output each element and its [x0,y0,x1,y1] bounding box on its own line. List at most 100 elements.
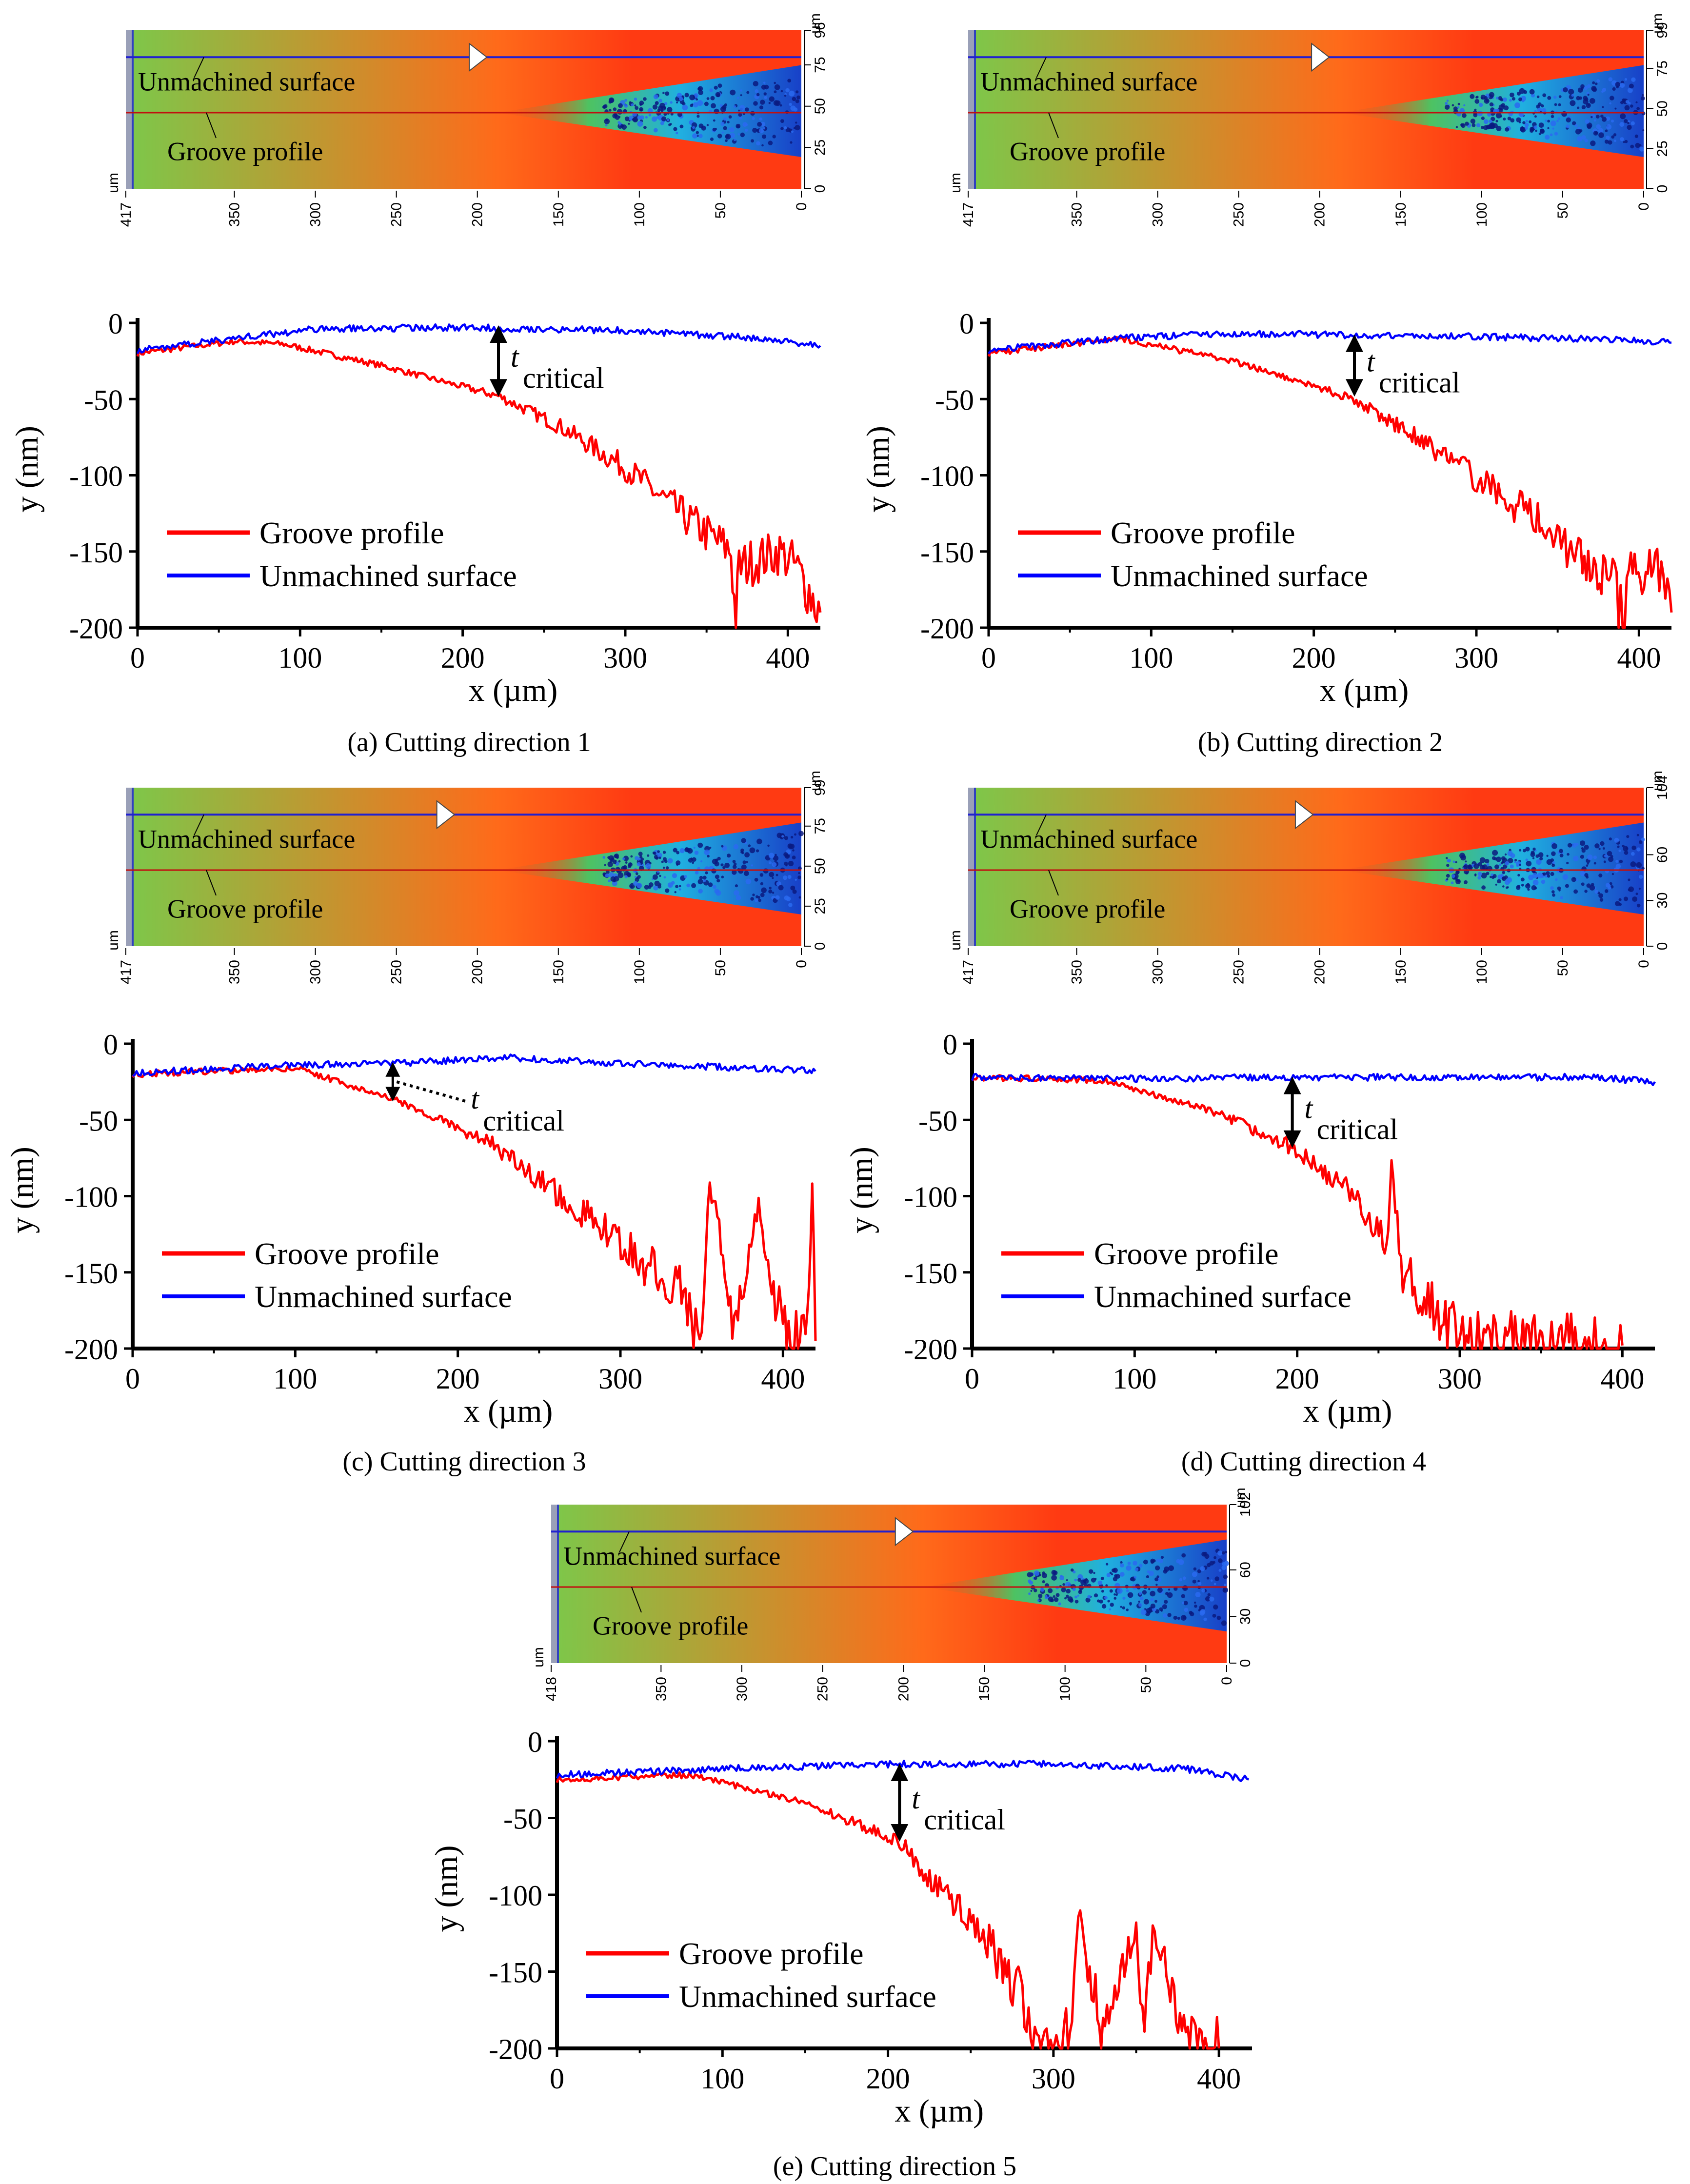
map-right-tick-label: 0 [1654,185,1670,193]
map-bottom-tick-label: 417 [118,202,134,227]
wear-speckle [775,895,780,900]
wear-speckle [719,104,723,107]
wear-speckle [1150,1590,1155,1597]
wear-speckle [745,123,748,126]
wear-speckle [1446,874,1450,878]
wear-speckle [1100,1576,1104,1580]
wear-speckle [1482,864,1488,871]
wear-speckle [1070,1568,1074,1572]
wear-speckle [1468,864,1472,870]
wear-speckle [1054,1597,1059,1602]
map-bottom-tick-label: 50 [1555,960,1571,976]
wear-speckle [792,97,796,101]
wear-speckle [1494,864,1499,870]
map-bottom-tick-label: 350 [1069,202,1085,227]
wear-speckle [1537,873,1543,878]
wear-speckle [1521,883,1524,887]
map-right-tick-label: 99 [1654,22,1670,38]
map-bottom-tick-label: 150 [976,1677,993,1701]
wear-speckle [1532,879,1539,886]
wear-speckle [1595,82,1598,85]
wear-speckle [723,126,727,130]
wear-speckle [1138,1600,1140,1603]
wear-speckle [1634,134,1638,138]
wear-speckle [1181,1602,1185,1605]
wear-speckle [1446,864,1450,867]
wear-speckle [1156,1575,1159,1578]
wear-speckle [1589,98,1595,104]
wear-speckle [1184,1608,1189,1612]
wear-speckle [1575,843,1579,846]
wear-speckle [1495,119,1498,122]
wear-speckle [1584,139,1588,142]
wear-speckle [676,851,679,854]
wear-speckle [1519,88,1525,94]
wear-speckle [775,854,777,856]
wear-speckle [1062,1583,1065,1586]
y-tick-label: 0 [943,1029,957,1061]
wear-speckle [1115,1593,1118,1596]
wear-speckle [645,863,651,869]
wear-speckle [1599,898,1604,902]
wear-speckle [790,885,795,891]
wear-speckle [1476,123,1481,127]
wear-speckle [1150,1558,1155,1563]
wear-speckle [1584,845,1589,850]
x-tick-label: 100 [1129,642,1173,674]
wear-speckle [793,107,798,112]
wear-speckle [1120,1606,1122,1608]
wear-speckle [1165,1592,1169,1595]
x-tick-label: 100 [278,642,322,674]
wear-speckle [667,882,673,888]
wear-speckle [1590,140,1596,146]
wear-speckle [1491,856,1496,860]
map-bottom-tick-label: 300 [308,202,324,227]
wear-speckle [1487,125,1491,129]
wear-speckle [1477,111,1483,117]
wear-speckle [1072,1588,1076,1591]
map-unit-left: um [531,1647,547,1668]
map-right-tick-label: 96 [812,22,828,38]
series-line-groove-profile [556,1771,1220,2050]
wear-speckle [1193,1567,1197,1571]
wear-speckle [676,860,681,866]
wear-speckle [1481,126,1484,129]
wear-speckle [1550,133,1553,137]
wear-speckle [1514,859,1517,862]
wear-speckle [679,848,685,854]
map-left-line [974,788,976,946]
wear-speckle [708,882,713,887]
wear-speckle [1623,141,1625,143]
legend-label: Unmachined surface [1094,1279,1352,1314]
wear-speckle [659,874,661,877]
wear-speckle [1531,93,1535,98]
wear-speckle [751,864,754,867]
wear-speckle [1218,1558,1223,1563]
wear-speckle [744,852,750,858]
wear-speckle [1167,1613,1172,1617]
wear-speckle [1451,104,1454,107]
wear-speckle [1486,872,1490,875]
wear-speckle [1619,859,1623,864]
wear-speckle [1588,103,1590,106]
wear-speckle [722,866,726,870]
wear-speckle [785,854,790,858]
wear-speckle [1463,104,1466,106]
x-axis-title: x (µm) [469,673,558,708]
series-line-unmachined-surface [988,330,1672,355]
wear-speckle [1558,103,1561,106]
wear-speckle [602,856,606,859]
wear-speckle [1445,104,1450,110]
legend-label: Unmachined surface [1111,558,1368,593]
wear-speckle [1537,102,1542,106]
y-tick-label: 0 [959,308,974,340]
wear-speckle [1562,874,1569,880]
wear-speckle [1474,108,1477,111]
wear-speckle [756,895,759,898]
wear-speckle [635,106,639,110]
leader-line [206,870,217,896]
wear-speckle [1636,847,1641,852]
wear-speckle [1478,862,1483,867]
map-bottom-tick-label: 350 [227,202,243,227]
map-bottom-tick-label: 150 [551,960,567,984]
